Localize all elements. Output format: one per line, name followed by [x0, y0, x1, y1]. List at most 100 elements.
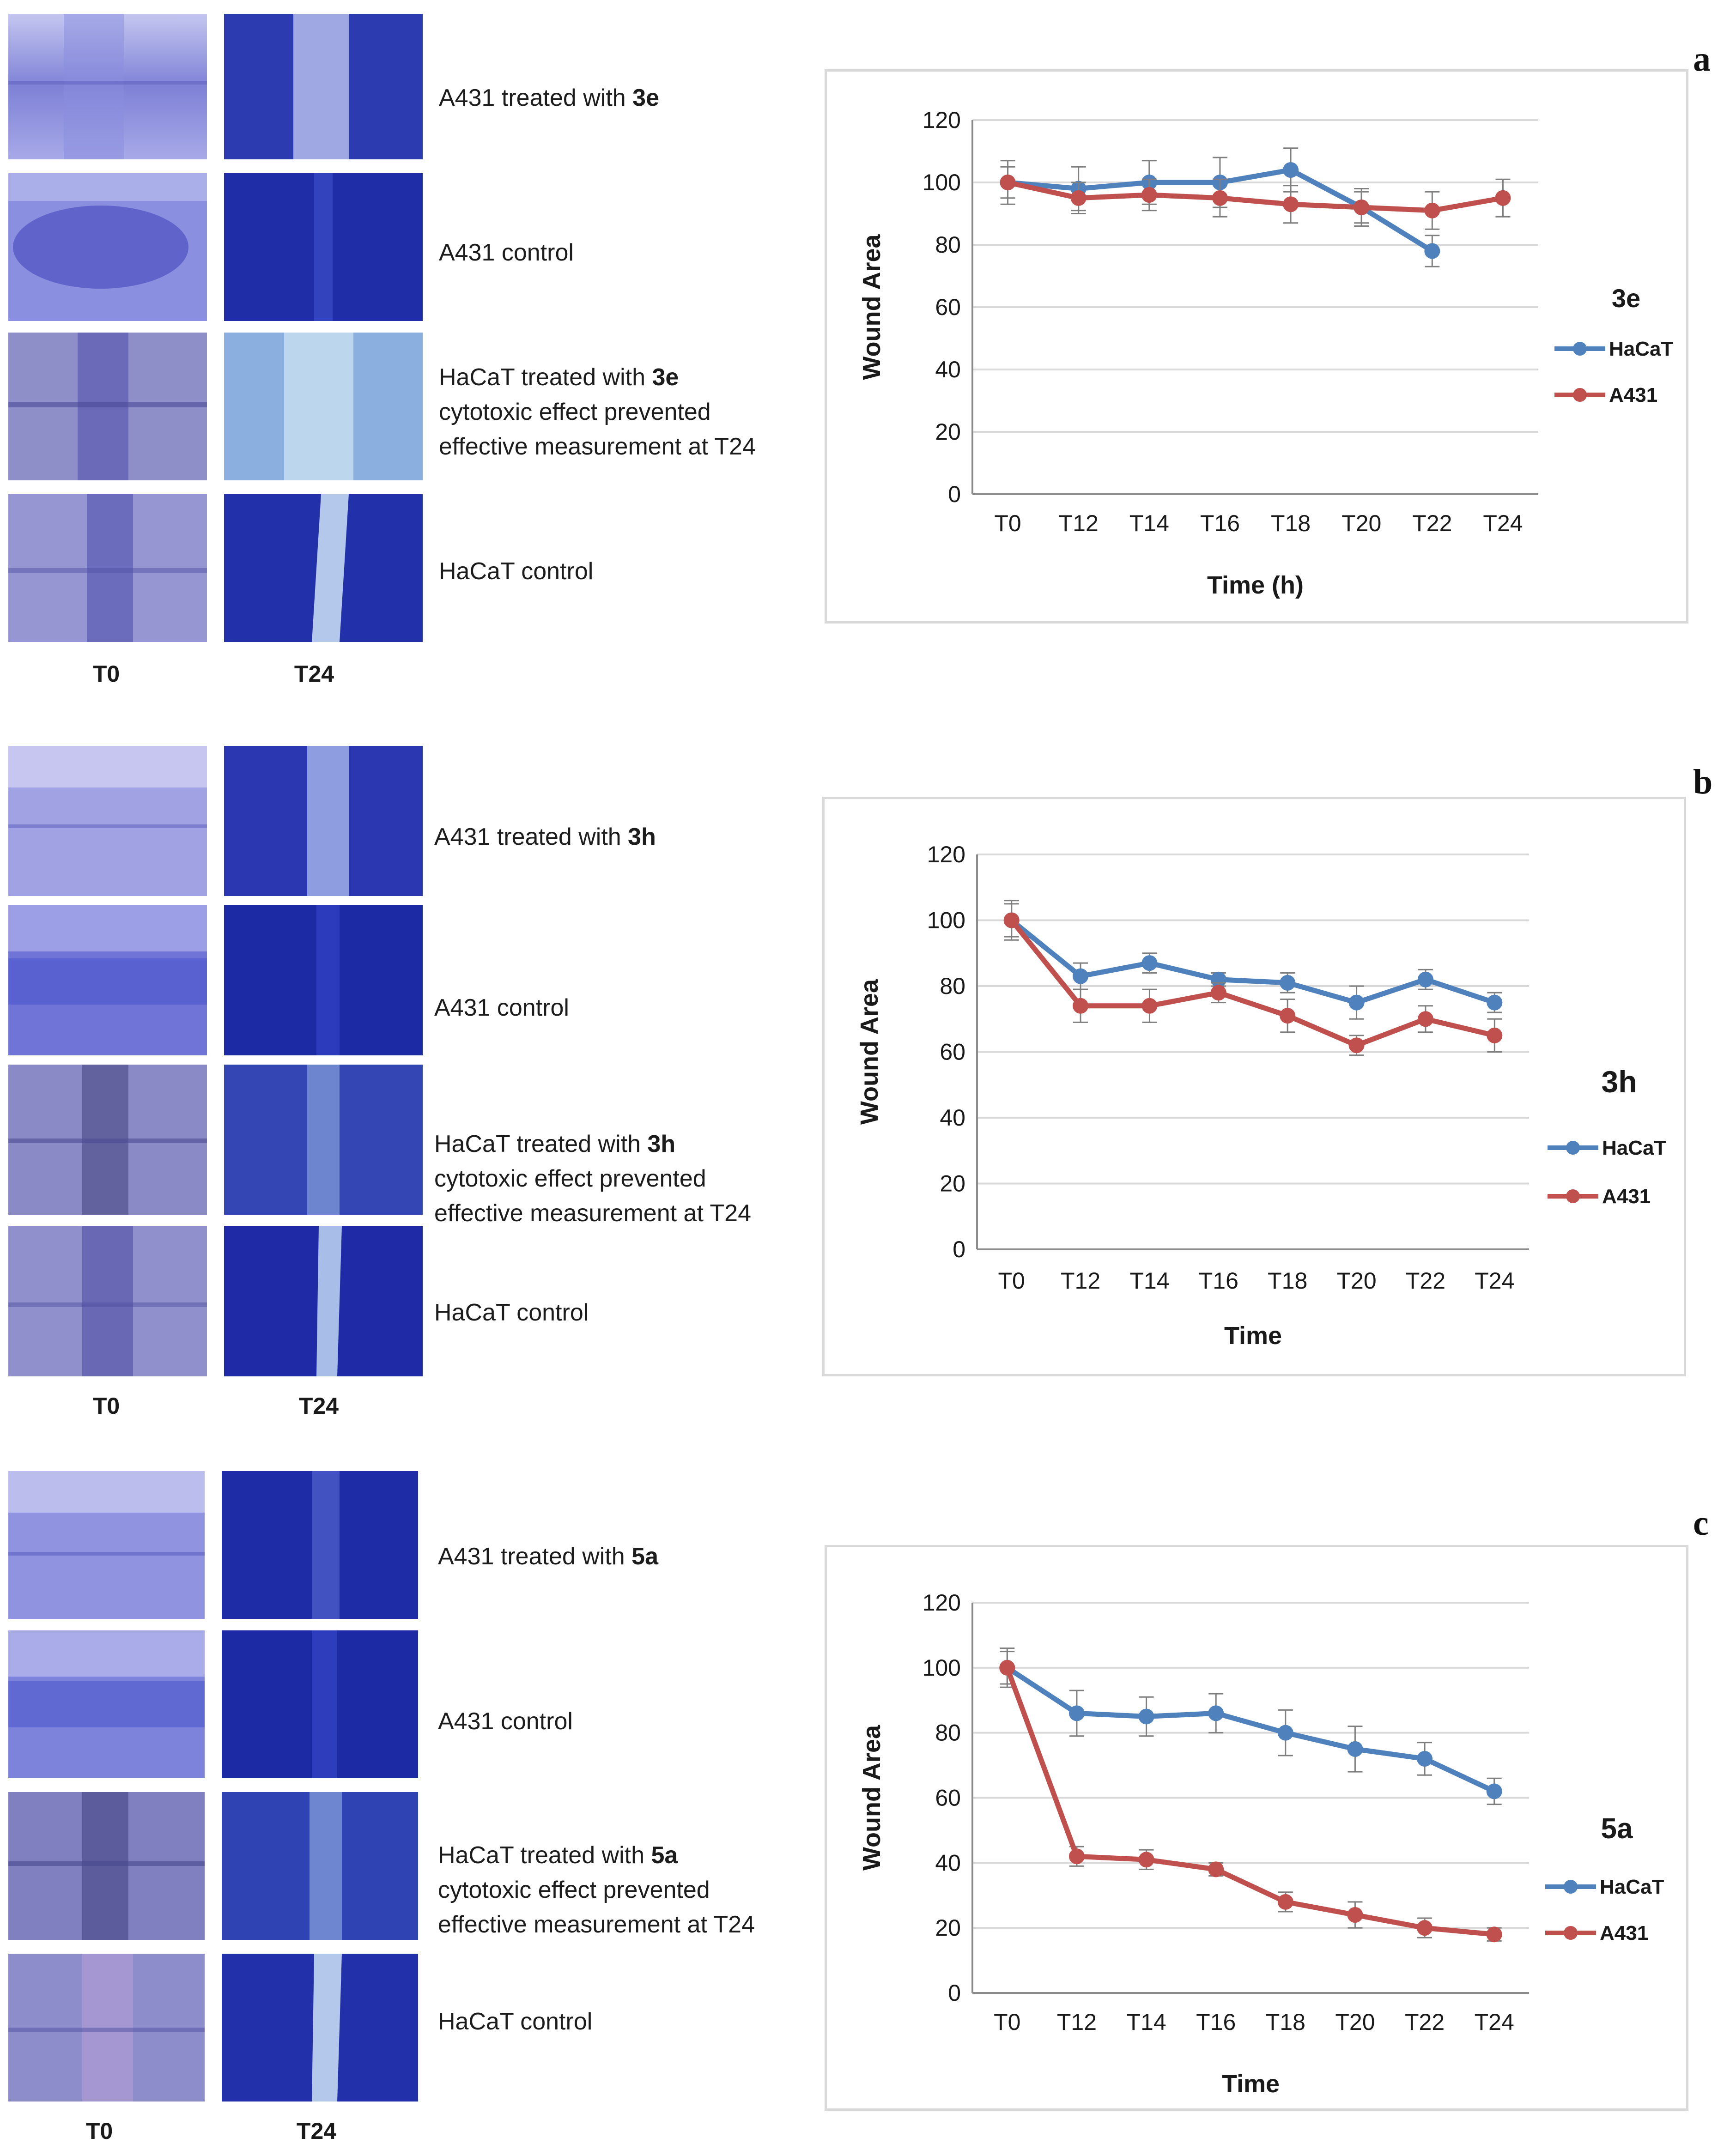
compound-label: 5a [631, 1543, 658, 1570]
micrograph-hacat-treated-t0 [8, 1065, 207, 1215]
y-tick-label: 60 [940, 1039, 965, 1065]
caption-hacat-treated: HaCaT treated with 5a cytotoxic effect p… [438, 1838, 755, 1942]
caption-line-3: effective measurement at T24 [434, 1200, 752, 1227]
y-tick-label: 80 [940, 973, 965, 999]
caption-text: HaCaT treated with [439, 364, 652, 391]
chart-frame-5a: 0 20 40 60 80 100 120 T0 T12 T14 T16 T18 T20 T22 T24 Ti… [825, 1545, 1688, 2111]
x-axis-title: Time [1224, 1322, 1282, 1350]
series-line-a431 [1007, 180, 1504, 213]
micrograph-a431-control-t24 [224, 905, 423, 1055]
caption-line-3: effective measurement at T24 [438, 1911, 755, 1938]
x-tick-label: T18 [1268, 1268, 1307, 1294]
y-tick-label: 120 [923, 1590, 961, 1616]
data-point-hacat [1068, 1705, 1085, 1721]
data-point-a431 [1068, 1848, 1085, 1865]
caption-a431-treated: A431 treated with 3e [439, 81, 659, 115]
legend-title: 3h [1601, 1065, 1637, 1099]
caption-text: A431 control [438, 1708, 573, 1735]
caption-a431-control: A431 control [439, 236, 574, 270]
panel-letter: b [1693, 763, 1713, 801]
legend-marker [1564, 1926, 1578, 1940]
y-axis-title: Wound Area [858, 234, 886, 380]
chart-frame-3e: 0 20 40 60 80 100 120 T0 T12 T14 T16 T18 T20 T22 T24 Ti… [825, 69, 1688, 624]
label-t0: T0 [85, 2118, 113, 2144]
caption-text: HaCaT control [438, 2008, 593, 2035]
y-tick-label: 0 [948, 481, 961, 507]
legend-marker [1566, 1141, 1580, 1155]
y-axis-title: Wound Area [858, 1725, 886, 1871]
data-point-hacat [1487, 994, 1503, 1011]
y-tick-label: 0 [953, 1236, 965, 1262]
caption-text: HaCaT control [439, 558, 594, 585]
label-t24: T24 [294, 661, 334, 687]
caption-hacat-control: HaCaT control [439, 554, 593, 589]
chart-3e: 0 20 40 60 80 100 120 T0 T12 T14 T16 T18 T20 T22 T24 Ti… [858, 107, 1673, 599]
micrograph-hacat-treated-t24 [224, 1065, 423, 1215]
y-tick-label: 80 [935, 1720, 961, 1746]
caption-text: HaCaT treated with [434, 1131, 648, 1157]
compound-label: 3e [632, 85, 659, 111]
data-point-hacat [1348, 994, 1365, 1011]
micrograph-a431-control-t24 [222, 1630, 418, 1778]
x-axis-title: Time [1222, 2070, 1280, 2098]
y-tick-label: 60 [935, 1785, 961, 1811]
caption-a431-control: A431 control [438, 1704, 573, 1739]
x-tick-label: T24 [1483, 510, 1523, 536]
y-tick-label: 40 [935, 357, 961, 382]
y-tick-label: 120 [927, 842, 965, 867]
x-tick-label: T0 [998, 1268, 1025, 1294]
legend-label: HaCaT [1600, 1876, 1664, 1898]
x-tick-label: T20 [1342, 510, 1381, 536]
caption-text: A431 treated with [434, 824, 628, 850]
micrograph-a431-control-t0 [8, 905, 207, 1055]
x-tick-label: T12 [1059, 510, 1099, 536]
micrograph-hacat-treated-t0 [8, 1792, 205, 1940]
legend-label: HaCaT [1609, 338, 1673, 360]
x-tick-label: T16 [1199, 1268, 1238, 1294]
caption-line-2: cytotoxic effect prevented [434, 1165, 706, 1192]
x-tick-label: T12 [1061, 1268, 1100, 1294]
micrograph-a431-treated-t0 [8, 14, 207, 159]
data-point-hacat [1073, 968, 1089, 984]
x-tick-label: T18 [1266, 2009, 1305, 2035]
data-point-a431 [1210, 985, 1226, 1001]
micrograph-a431-control-t0 [8, 173, 207, 321]
legend-label: A431 [1602, 1185, 1651, 1208]
label-t0: T0 [92, 661, 120, 687]
micrograph-hacat-control-t0 [8, 494, 207, 642]
y-tick-label: 80 [935, 232, 961, 258]
x-tick-label: T16 [1196, 2009, 1236, 2035]
caption-text: A431 treated with [439, 85, 633, 111]
data-point-hacat [1283, 162, 1299, 178]
micrograph-a431-treated-t24 [224, 746, 423, 896]
y-tick-label: 100 [923, 1655, 961, 1681]
y-tick-label: 40 [940, 1105, 965, 1131]
x-tick-label: T22 [1406, 1268, 1445, 1294]
compound-label: 5a [651, 1842, 678, 1869]
y-tick-label: 100 [923, 170, 961, 195]
caption-line-2: cytotoxic effect prevented [439, 399, 711, 425]
label-t24: T24 [298, 1393, 339, 1419]
caption-hacat-control: HaCaT control [438, 2005, 592, 2039]
y-tick-label: 20 [940, 1171, 965, 1197]
data-point-hacat [1277, 1725, 1293, 1741]
x-tick-label: T14 [1129, 510, 1169, 536]
caption-hacat-treated: HaCaT treated with 3e cytotoxic effect p… [439, 360, 756, 464]
caption-hacat-control: HaCaT control [434, 1296, 589, 1330]
micrograph-a431-treated-t24 [222, 1471, 418, 1619]
data-point-a431 [1277, 1894, 1293, 1910]
data-point-a431 [1212, 190, 1228, 206]
data-point-hacat [1417, 971, 1433, 987]
legend-title: 3e [1612, 284, 1640, 313]
y-axis-title: Wound Area [856, 979, 883, 1125]
legend-marker [1564, 1880, 1578, 1894]
data-point-a431 [1354, 200, 1370, 215]
data-point-a431 [1487, 1027, 1503, 1043]
chart-3h: 0 20 40 60 80 100 120 T0 T12 T14 T16 T18 T20 T22 T24 Ti… [856, 842, 1666, 1350]
data-point-a431 [1141, 998, 1158, 1014]
legend-marker [1573, 342, 1587, 356]
caption-line-2: cytotoxic effect prevented [438, 1877, 710, 1903]
caption-text: HaCaT treated with [438, 1842, 651, 1869]
y-tick-label: 100 [927, 908, 965, 933]
y-tick-label: 60 [935, 294, 961, 320]
